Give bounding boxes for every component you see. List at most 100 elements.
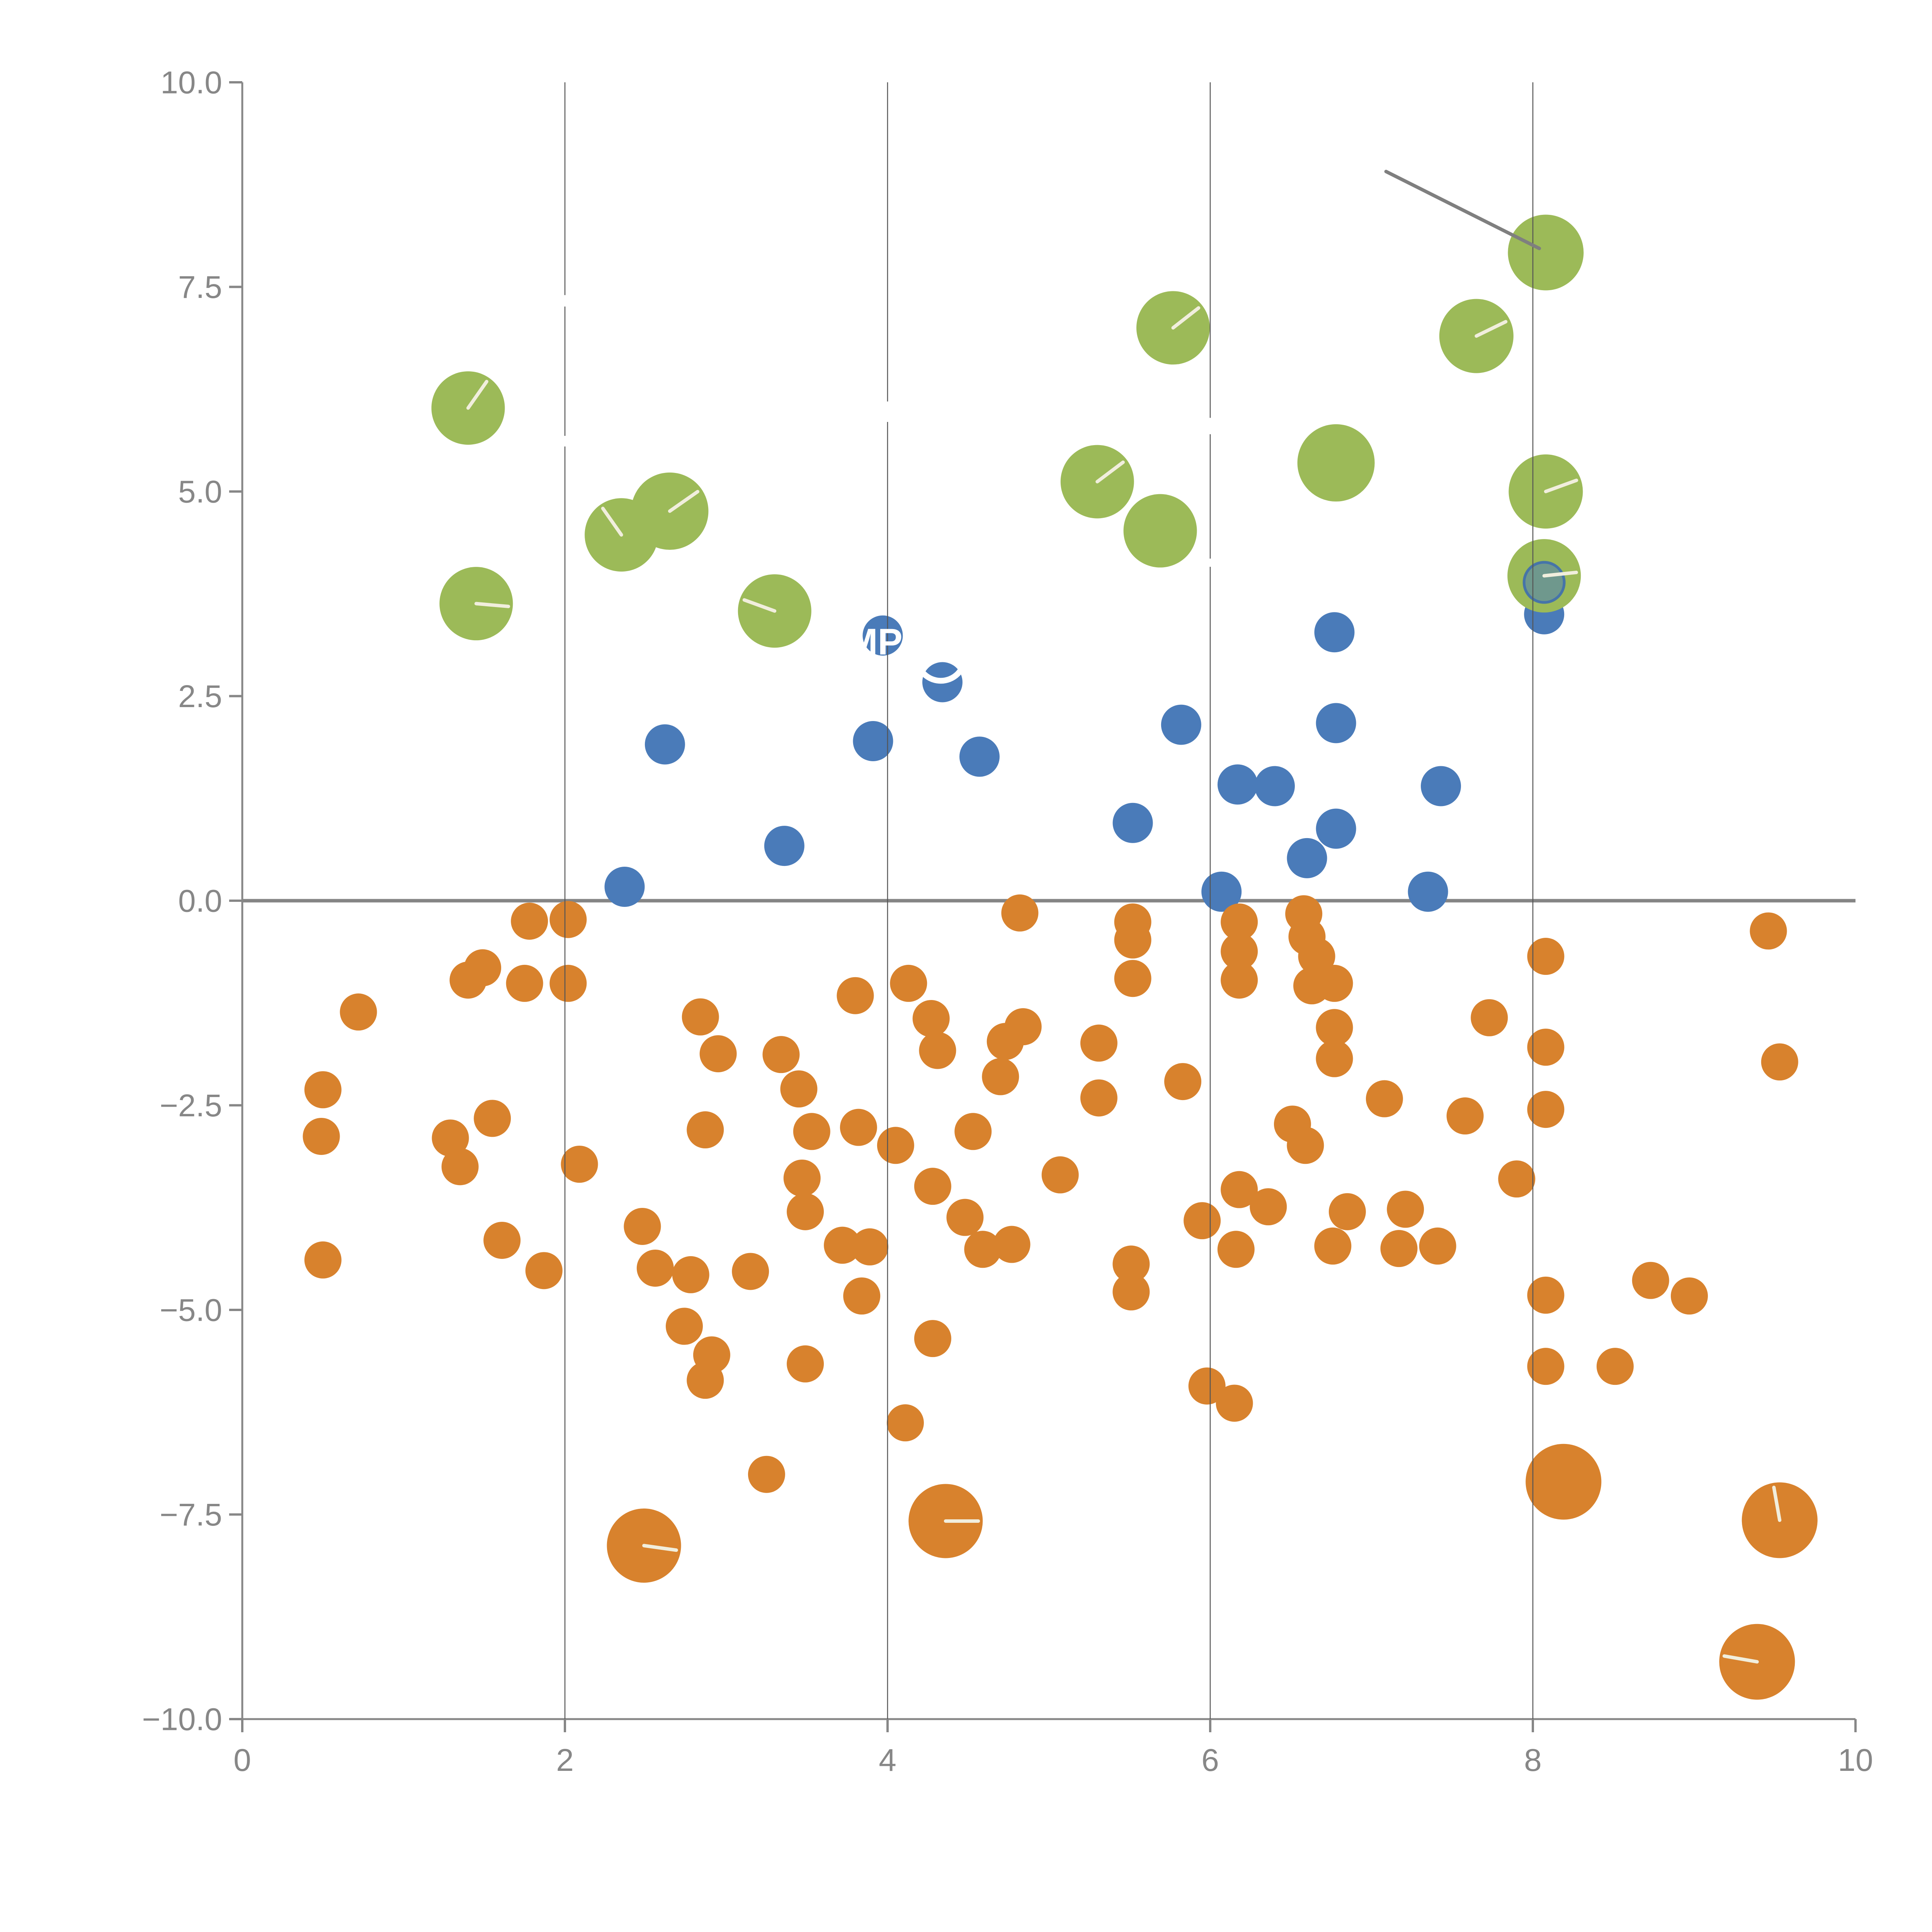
data-point-orange-small [964,1231,1002,1268]
data-point-orange-small [1001,894,1039,932]
gridlines-layer [562,82,1534,1719]
data-point-orange-small [1316,1040,1353,1077]
data-point-orange-small [1596,1348,1634,1385]
marker-hand-line [466,379,488,410]
data-point-orange-small [511,902,548,940]
data-point-green-large [1123,494,1197,568]
watermark-text-fragment: MP [847,621,903,662]
data-point-orange-small [1527,1091,1565,1128]
data-point-blue-medium [1112,803,1153,843]
data-point-orange-small [1446,1097,1484,1135]
data-point-blue-medium [1314,612,1355,653]
data-point-orange-small [1632,1262,1669,1299]
y-tick-label: −10.0 [142,1702,222,1737]
data-point-orange-small [1298,938,1335,975]
data-point-orange-small [787,1193,824,1230]
data-point-orange-small [1419,1227,1456,1265]
data-point-orange-small [840,1109,877,1146]
data-point-blue-medium [1217,764,1258,805]
data-point-orange-small [919,1032,956,1069]
x-tick-label: 0 [233,1743,251,1778]
data-point-orange-small [506,964,543,1002]
data-point-orange-small [824,1226,861,1264]
data-point-orange-small [1498,1160,1536,1198]
data-point-blue-medium [764,826,804,866]
data-point-orange-small [1526,1444,1602,1520]
data-points-layer [303,214,1818,1700]
data-point-orange-small [914,1168,951,1205]
data-point-orange-small [303,1117,340,1155]
data-point-orange-small [851,1228,889,1265]
data-point-blue-medium [1421,766,1461,806]
y-tick-label: 10.0 [160,65,222,100]
data-point-orange-small [886,1404,924,1442]
data-point-orange-small [682,998,719,1036]
data-point-blue-medium [1408,871,1448,912]
data-point-orange-small [1527,1029,1565,1066]
y-tick-label: 0.0 [178,884,222,919]
y-tick-label: 7.5 [178,270,222,305]
y-tick-label: 5.0 [178,474,222,510]
x-tick-label: 8 [1524,1743,1542,1778]
data-point-orange-small [1080,1024,1117,1062]
data-point-blue-medium [1316,703,1356,743]
data-point-orange-small [1380,1230,1418,1267]
data-point-orange-small [793,1113,830,1150]
data-point-orange-small [946,1199,984,1236]
data-point-orange-small [474,1100,511,1137]
data-point-orange-small [1316,1009,1353,1046]
data-point-orange-small [732,1253,769,1290]
data-point-orange-small [1114,960,1151,997]
watermark-layer: MP [847,621,968,684]
gridline-watermark-gap [884,401,891,422]
annotation-layer [1384,170,1541,250]
marker-hand-line [1171,306,1201,330]
data-point-orange-small [561,1145,598,1183]
data-point-orange-small [1041,1156,1079,1194]
data-point-orange-small [1527,1348,1565,1385]
data-point-blue-medium [1161,704,1201,745]
data-point-orange-small [1221,903,1258,941]
data-point-orange-small [1112,1273,1150,1311]
data-point-blue-medium [959,736,1000,777]
data-point-orange-small [843,1277,881,1315]
data-point-orange-small [636,1249,674,1287]
data-point-orange-small [449,961,487,999]
data-point-orange-small [993,1226,1031,1263]
marker-hand-line [668,490,699,513]
data-point-orange-small [699,1035,737,1073]
data-point-orange-small [1188,1367,1226,1405]
data-point-orange-small [837,977,874,1014]
data-point-orange-small [441,1148,479,1185]
data-point-orange-small [549,901,587,938]
data-point-orange-small [1670,1277,1708,1315]
data-point-blue-medium [853,721,893,761]
data-point-orange-small [1314,1227,1352,1265]
data-point-orange-small [672,1256,709,1293]
data-point-blue-medium [604,866,645,907]
x-tick-label: 4 [879,1743,896,1778]
marker-hand-line [474,602,510,608]
marker-hand-line [1542,570,1578,578]
gridline-watermark-gap [1207,418,1213,434]
data-point-orange-small [304,1071,342,1109]
data-point-orange-small [1316,964,1353,1002]
data-point-blue-medium [1201,871,1242,912]
data-point-orange-small [1471,999,1508,1036]
marker-hand-line [1722,1654,1759,1664]
y-tick-label: 2.5 [178,679,222,714]
data-point-orange-small [1080,1079,1117,1117]
data-point-orange-small [1761,1043,1798,1081]
data-point-orange-small [1004,1008,1042,1046]
marker-hand-line [1544,478,1578,493]
marker-hand-line [1095,460,1125,484]
data-point-orange-small [1221,961,1258,999]
gridline-watermark-gap [562,435,568,447]
data-point-orange-small [1221,1171,1258,1208]
data-point-orange-small [1527,938,1565,975]
y-tick-label: −2.5 [160,1088,222,1123]
data-point-orange-small [1387,1190,1424,1228]
data-point-orange-small [787,1345,824,1383]
data-point-orange-small [432,1119,469,1157]
data-point-orange-small [1750,912,1787,950]
